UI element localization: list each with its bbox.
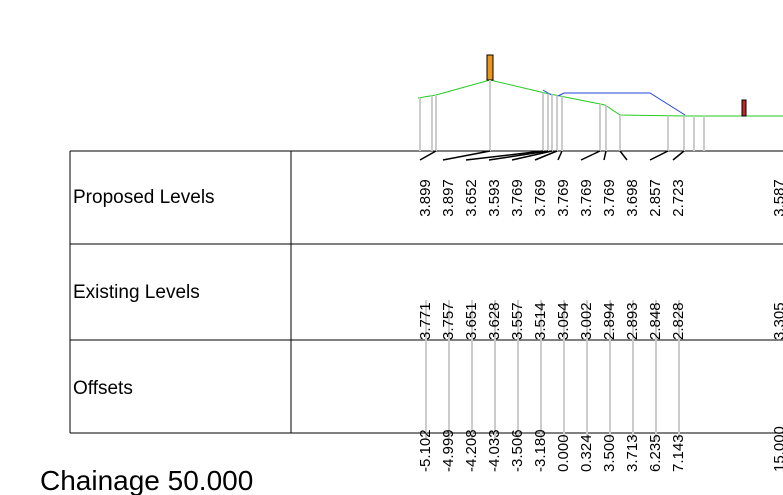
row-label: Existing Levels: [73, 282, 200, 303]
leader-line: [419, 150, 437, 161]
leader-line: [649, 150, 669, 161]
level-value: 3.897: [440, 179, 457, 217]
leader-line: [488, 150, 549, 161]
level-value: 3.593: [486, 179, 503, 217]
level-value: 2.893: [624, 302, 641, 340]
level-value: 3.652: [463, 179, 480, 217]
level-value: 15.000: [771, 426, 783, 472]
chainage: Chainage 50.000: [40, 465, 253, 495]
level-value: 2.723: [670, 179, 687, 217]
leader-line: [511, 150, 553, 161]
level-value: 3.769: [509, 179, 526, 217]
leader-line: [603, 150, 607, 161]
level-value: -3.506: [509, 429, 526, 472]
level-value: 3.769: [555, 179, 572, 217]
leader-line: [619, 150, 628, 161]
level-value: 0.000: [555, 434, 572, 472]
level-value: 7.143: [670, 434, 687, 472]
marker-red: [741, 99, 747, 117]
existing-profile: [557, 92, 686, 116]
leader-line: [580, 150, 601, 161]
leader-line: [442, 150, 491, 161]
leader-line: [557, 150, 563, 161]
level-value: 3.698: [624, 179, 641, 217]
level-value: 3.514: [532, 302, 549, 340]
level-value: 2.894: [601, 302, 618, 340]
row-label: Proposed Levels: [73, 187, 215, 208]
level-value: 3.757: [440, 302, 457, 340]
proposed-profile: [417, 79, 783, 117]
level-value: 3.054: [555, 302, 572, 340]
level-value: 3.771: [417, 302, 434, 340]
level-value: 6.235: [647, 434, 664, 472]
level-value: -4.033: [486, 429, 503, 472]
level-value: 3.587: [771, 179, 783, 217]
level-value: 0.324: [578, 434, 595, 472]
leader-line: [534, 150, 558, 161]
level-value: 3.713: [624, 434, 641, 472]
level-value: 3.628: [486, 302, 503, 340]
level-value: 2.848: [647, 302, 664, 340]
level-value: -4.999: [440, 429, 457, 472]
level-value: 3.769: [532, 179, 549, 217]
leader-line: [465, 150, 544, 161]
level-value: 3.002: [578, 302, 595, 340]
level-value: 3.651: [463, 302, 480, 340]
level-value: 3.557: [509, 302, 526, 340]
level-value: 2.857: [647, 179, 664, 217]
row-labels: Proposed Levels Existing Levels Offsets: [73, 187, 215, 399]
level-value: -4.208: [463, 429, 480, 472]
columns: 3.899 3.771 -5.102 3.897 3.757 -4.999 3.652 3.6…: [417, 80, 783, 472]
level-value: 3.769: [578, 179, 595, 217]
level-value: 3.500: [601, 434, 618, 472]
marker-orange: [486, 54, 494, 81]
level-value: -3.180: [532, 429, 549, 472]
level-value: 3.769: [601, 179, 618, 217]
leader-line: [672, 150, 685, 161]
level-value: 3.899: [417, 179, 434, 217]
level-value: 3.305: [771, 302, 783, 340]
level-value: 2.828: [670, 302, 687, 340]
level-value: -5.102: [417, 429, 434, 472]
row-label: Offsets: [73, 378, 133, 399]
